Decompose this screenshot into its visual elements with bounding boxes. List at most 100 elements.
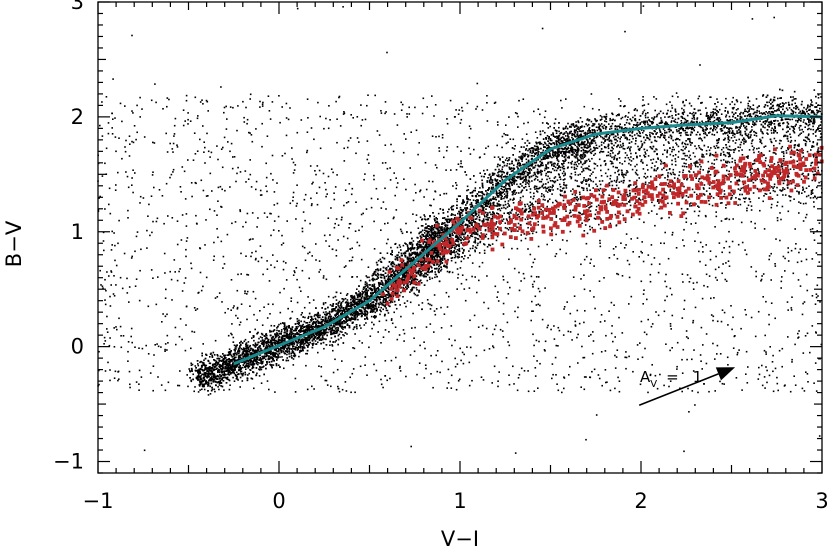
scatter-point bbox=[425, 223, 427, 225]
scatter-point bbox=[517, 167, 519, 170]
scatter-point bbox=[229, 353, 232, 356]
scatter-point bbox=[324, 313, 326, 316]
scatter-point bbox=[377, 259, 380, 262]
scatter-point bbox=[433, 250, 436, 252]
scatter-point bbox=[775, 110, 778, 112]
scatter-point bbox=[360, 296, 363, 299]
scatter-point bbox=[651, 132, 653, 134]
scatter-point bbox=[349, 314, 352, 316]
scatter-point bbox=[693, 118, 696, 120]
scatter-point bbox=[506, 165, 508, 167]
scatter-point bbox=[288, 353, 290, 355]
scatter-point bbox=[745, 117, 748, 120]
scatter-point bbox=[273, 352, 275, 355]
scatter-point bbox=[525, 149, 527, 151]
scatter-point bbox=[507, 159, 509, 162]
scatter-point bbox=[478, 195, 480, 197]
scatter-point bbox=[503, 197, 505, 200]
scatter-point bbox=[365, 295, 368, 297]
scatter-point bbox=[547, 144, 550, 147]
scatter-point bbox=[429, 226, 432, 228]
scatter-point bbox=[799, 110, 801, 113]
scatter-point bbox=[699, 113, 702, 115]
scatter-point bbox=[262, 358, 264, 360]
scatter-point bbox=[391, 254, 393, 256]
scatter-point bbox=[371, 293, 373, 296]
scatter-point bbox=[458, 235, 461, 237]
scatter-point bbox=[481, 195, 483, 197]
scatter-point bbox=[373, 298, 375, 301]
scatter-point bbox=[706, 111, 708, 114]
scatter-point bbox=[590, 142, 593, 145]
scatter-point bbox=[302, 344, 305, 346]
scatter-point bbox=[232, 369, 235, 371]
scatter-point bbox=[402, 296, 404, 298]
scatter-point bbox=[587, 141, 589, 144]
scatter-point bbox=[570, 146, 573, 148]
scatter-point bbox=[329, 304, 332, 306]
scatter-point bbox=[455, 182, 457, 184]
scatter-point bbox=[500, 187, 502, 190]
scatter-point bbox=[417, 261, 420, 263]
scatter-point bbox=[646, 134, 648, 137]
scatter-point bbox=[462, 221, 465, 223]
scatter-point bbox=[372, 273, 375, 275]
scatter-point bbox=[354, 300, 356, 303]
scatter-point bbox=[762, 132, 764, 135]
scatter-point bbox=[434, 231, 437, 233]
scatter-point bbox=[593, 140, 596, 142]
scatter-point bbox=[408, 254, 411, 256]
scatter-point bbox=[217, 371, 219, 373]
scatter-point bbox=[258, 337, 260, 340]
scatter-point bbox=[598, 128, 600, 130]
scatter-point bbox=[532, 174, 535, 177]
scatter-point bbox=[683, 111, 686, 113]
scatter-point bbox=[360, 327, 362, 329]
scatter-point bbox=[198, 368, 200, 371]
scatter-point bbox=[453, 232, 456, 234]
scatter-point bbox=[715, 105, 718, 108]
scatter-point bbox=[603, 142, 605, 144]
scatter-point bbox=[479, 194, 481, 197]
scatter-point bbox=[262, 366, 264, 368]
scatter-point bbox=[740, 122, 743, 124]
scatter-point bbox=[439, 259, 441, 262]
scatter-point bbox=[533, 145, 536, 147]
scatter-point bbox=[286, 351, 289, 353]
scatter-point bbox=[260, 358, 263, 360]
scatter-point bbox=[205, 380, 207, 382]
scatter-point bbox=[558, 130, 560, 133]
scatter-point bbox=[432, 231, 434, 234]
scatter-point bbox=[552, 132, 554, 134]
scatter-point bbox=[289, 330, 292, 332]
scatter-point bbox=[699, 109, 701, 112]
scatter-point bbox=[423, 238, 426, 241]
scatter-point bbox=[562, 128, 565, 130]
scatter-point bbox=[261, 343, 264, 345]
scatter-point bbox=[681, 107, 683, 110]
scatter-point bbox=[416, 236, 418, 239]
scatter-point bbox=[722, 124, 724, 127]
scatter-point bbox=[522, 170, 525, 172]
scatter-point bbox=[372, 274, 375, 276]
scatter-point bbox=[807, 134, 810, 137]
scatter-point bbox=[252, 360, 255, 363]
scatter-point bbox=[438, 236, 441, 239]
scatter-point bbox=[331, 345, 334, 347]
scatter-point bbox=[718, 120, 721, 123]
scatter-point bbox=[283, 348, 285, 351]
scatter-point bbox=[226, 354, 228, 356]
scatter-point bbox=[641, 131, 644, 134]
scatter-point bbox=[575, 121, 577, 123]
scatter-point bbox=[462, 222, 464, 224]
scatter-point bbox=[472, 219, 474, 222]
scatter-point bbox=[344, 308, 347, 310]
scatter-point bbox=[487, 177, 489, 179]
scatter-point bbox=[456, 200, 458, 203]
scatter-point bbox=[705, 107, 707, 109]
scatter-point bbox=[495, 198, 497, 201]
scatter-point bbox=[777, 120, 779, 122]
scatter-point bbox=[210, 370, 212, 373]
scatter-point bbox=[354, 318, 357, 321]
scatter-point bbox=[434, 238, 437, 241]
